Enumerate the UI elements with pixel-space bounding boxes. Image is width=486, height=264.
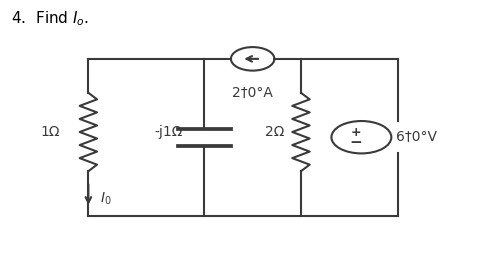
Text: 4.  Find $I_o$.: 4. Find $I_o$. <box>11 9 89 28</box>
Text: 1Ω: 1Ω <box>40 125 59 139</box>
Text: 2†0°A: 2†0°A <box>232 86 273 100</box>
Text: −: − <box>349 135 362 150</box>
Text: $I_0$: $I_0$ <box>101 190 112 207</box>
Text: +: + <box>350 126 361 139</box>
Text: 2Ω: 2Ω <box>265 125 284 139</box>
Text: -j1Ω: -j1Ω <box>154 125 182 139</box>
Text: 6†0°V: 6†0°V <box>396 130 437 144</box>
